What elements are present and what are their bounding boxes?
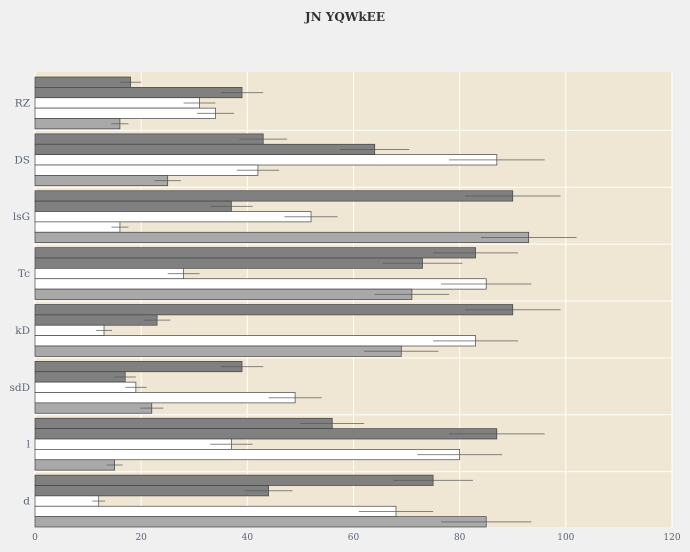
bar [34, 314, 158, 326]
bar [34, 402, 153, 414]
chart-title: JN YQWkEE [305, 10, 385, 24]
bar [34, 97, 200, 109]
bar [34, 361, 243, 373]
bar [34, 345, 402, 357]
bar [34, 495, 100, 507]
y-tick-label: sdD [9, 382, 30, 394]
bar [34, 231, 530, 243]
bar [34, 154, 498, 166]
bar [34, 175, 169, 187]
bar [34, 211, 312, 223]
bar [34, 221, 121, 233]
y-tick-labels: RZ DS lsG Tc kD sdD l d [9, 97, 30, 507]
bar [34, 438, 232, 450]
bar [34, 200, 232, 212]
bar [34, 133, 264, 145]
x-tick-label: 100 [557, 533, 574, 543]
y-tick-label: Tc [18, 268, 30, 280]
bar [34, 459, 115, 471]
bar [34, 247, 476, 259]
y-tick-label: d [23, 496, 30, 508]
bar [34, 371, 126, 383]
x-tick-label: 60 [348, 533, 360, 543]
bar [34, 417, 333, 429]
x-tick-label: 80 [454, 533, 466, 543]
bar [34, 268, 184, 280]
y-tick-label: kD [15, 325, 30, 337]
bar [34, 190, 514, 202]
x-tick-label: 40 [242, 533, 254, 543]
bar [34, 516, 487, 528]
x-tick-label: 20 [135, 533, 147, 543]
bar [34, 324, 105, 336]
y-tick-label: lsG [13, 211, 30, 223]
bar [34, 143, 376, 155]
y-tick-label: l [27, 439, 31, 451]
bar [34, 474, 434, 486]
bar [34, 381, 137, 393]
bar [34, 118, 121, 130]
y-tick-label: RZ [15, 97, 30, 109]
y-tick-label: DS [14, 154, 30, 166]
x-tick-labels: 0 20 40 60 80 100 120 [32, 533, 681, 543]
x-tick-label: 120 [663, 533, 680, 543]
bar [34, 257, 423, 269]
bar [34, 485, 269, 497]
bar [34, 335, 476, 347]
bar [34, 304, 514, 316]
bar [34, 288, 413, 300]
bar [34, 278, 487, 290]
bar [34, 449, 461, 461]
bar [34, 107, 216, 119]
bar [34, 76, 131, 88]
x-tick-label: 0 [32, 533, 38, 543]
bar [34, 87, 243, 99]
error-bars [92, 81, 577, 523]
bar [34, 505, 397, 517]
bar [34, 392, 296, 404]
bar [34, 164, 259, 176]
bar [34, 428, 498, 440]
